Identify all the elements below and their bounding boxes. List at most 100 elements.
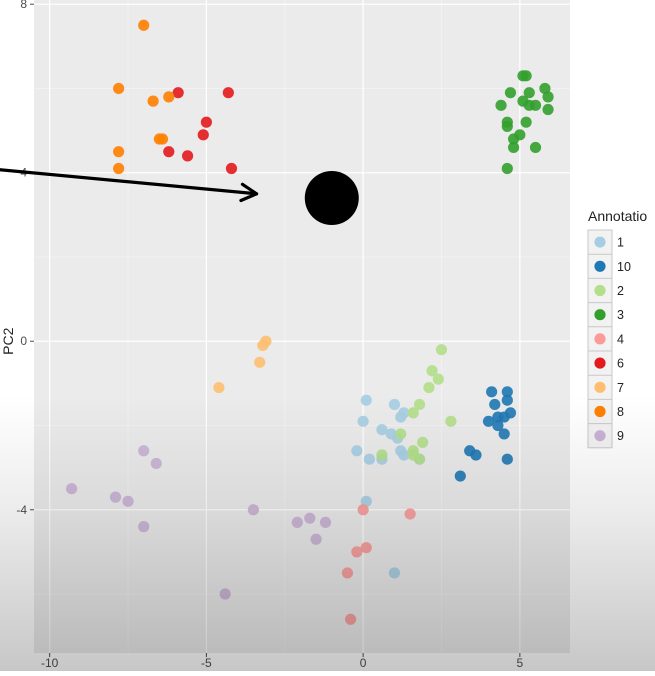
- annotations: [0, 168, 359, 226]
- data-point-cluster-3: [501, 116, 513, 128]
- data-point-cluster-6: [172, 87, 184, 99]
- data-point-cluster-8: [147, 95, 159, 107]
- data-point-cluster-2: [423, 381, 435, 394]
- data-point-cluster-10: [470, 449, 482, 461]
- data-point-cluster-8: [113, 146, 125, 158]
- data-point-cluster-6: [197, 129, 209, 141]
- data-point-cluster-8: [138, 19, 150, 31]
- legend-title: Annotatio: [588, 208, 647, 224]
- data-point-cluster-2: [407, 449, 419, 461]
- legend-label: 8: [617, 405, 624, 419]
- legend-key-swatch: [594, 236, 606, 248]
- data-point-cluster-2: [407, 407, 419, 419]
- data-point-cluster-3: [542, 91, 554, 103]
- data-point-cluster-6: [163, 146, 175, 158]
- legend-key-swatch: [594, 284, 606, 297]
- data-point-cluster-1: [398, 449, 410, 461]
- data-point-cluster-3: [520, 70, 532, 82]
- y-tick-label: -4: [16, 503, 27, 517]
- data-point-cluster-1: [360, 495, 372, 507]
- data-point-cluster-1: [388, 567, 401, 579]
- data-point-cluster-9: [138, 521, 150, 533]
- data-point-cluster-4: [357, 504, 369, 516]
- data-point-cluster-10: [486, 386, 498, 398]
- data-point-cluster-2: [413, 398, 426, 411]
- data-point-cluster-4: [341, 567, 354, 579]
- data-point-cluster-2: [417, 436, 429, 448]
- data-point-cluster-3: [507, 141, 520, 154]
- data-point-cluster-3: [539, 82, 551, 95]
- data-point-cluster-4: [344, 613, 357, 625]
- data-point-cluster-6: [181, 150, 194, 162]
- x-tick-label: 0: [360, 656, 367, 670]
- legend-label: 7: [617, 381, 624, 395]
- legend-label: 1: [617, 236, 624, 250]
- data-point-cluster-9: [319, 516, 332, 529]
- legend-label: 2: [617, 284, 624, 298]
- data-point-cluster-9: [291, 516, 303, 529]
- data-point-cluster-4: [404, 508, 416, 520]
- data-point-cluster-7: [213, 381, 225, 394]
- data-point-cluster-10: [501, 386, 513, 398]
- data-point-cluster-8: [153, 133, 165, 145]
- data-point-cluster-8: [113, 162, 125, 175]
- data-point-cluster-3: [523, 87, 535, 99]
- data-point-cluster-9: [304, 512, 316, 524]
- plot-panel: [34, 0, 570, 653]
- data-point-cluster-3: [501, 162, 513, 175]
- black-circle-marker: [304, 171, 359, 226]
- data-point-cluster-4: [351, 546, 363, 558]
- data-point-cluster-2: [426, 365, 438, 377]
- y-axis-label: PC2: [0, 327, 16, 354]
- data-point-cluster-8: [163, 91, 175, 103]
- x-tick-label: -5: [201, 656, 212, 670]
- legend-label: 10: [617, 260, 631, 274]
- data-point-cluster-7: [254, 356, 266, 368]
- data-point-cluster-9: [109, 491, 122, 503]
- legend-key-swatch: [594, 309, 606, 321]
- data-point-cluster-3: [504, 87, 517, 99]
- legend-key-swatch: [594, 430, 606, 442]
- data-point-cluster-9: [66, 483, 78, 495]
- data-point-cluster-3: [507, 133, 520, 145]
- x-tick-label: 5: [517, 656, 524, 670]
- data-point-cluster-3: [542, 103, 554, 116]
- data-point-cluster-9: [122, 495, 134, 507]
- data-point-cluster-3: [520, 116, 532, 128]
- data-point-cluster-2: [395, 428, 407, 440]
- legend-key-swatch: [594, 357, 606, 369]
- data-point-cluster-8: [113, 82, 125, 95]
- data-point-cluster-2: [376, 449, 388, 461]
- legend-key-swatch: [594, 405, 606, 418]
- data-point-cluster-3: [495, 99, 507, 111]
- data-point-cluster-2: [432, 373, 444, 385]
- data-point-cluster-10: [492, 419, 504, 432]
- arrow-head: [239, 182, 259, 203]
- arrow-line: [0, 168, 259, 196]
- data-point-cluster-1: [357, 415, 369, 427]
- data-point-cluster-10: [501, 453, 513, 465]
- data-point-cluster-9: [247, 504, 260, 516]
- legend: Annotatio 1 10 2 3 4 6 7 8 9: [587, 208, 647, 449]
- legend-label: 3: [617, 308, 624, 322]
- y-tick-label: 0: [20, 334, 27, 348]
- data-point-cluster-6: [200, 116, 212, 128]
- data-point-cluster-9: [138, 445, 150, 457]
- data-point-cluster-1: [360, 394, 372, 406]
- legend-label: 6: [617, 357, 624, 371]
- x-tick-label: -10: [41, 656, 59, 670]
- data-point-cluster-1: [351, 445, 363, 457]
- legend-key-swatch: [594, 333, 606, 345]
- data-point-cluster-1: [363, 453, 375, 465]
- data-point-cluster-1: [376, 424, 388, 436]
- data-point-cluster-9: [310, 533, 322, 545]
- data-point-cluster-6: [222, 87, 234, 99]
- data-point-cluster-10: [498, 428, 510, 440]
- legend-label: 4: [617, 332, 624, 346]
- data-point-cluster-10: [498, 411, 510, 423]
- data-point-cluster-6: [225, 162, 238, 175]
- data-point-cluster-3: [529, 141, 542, 154]
- data-point-cluster-1: [388, 398, 401, 411]
- data-point-cluster-3: [529, 99, 542, 111]
